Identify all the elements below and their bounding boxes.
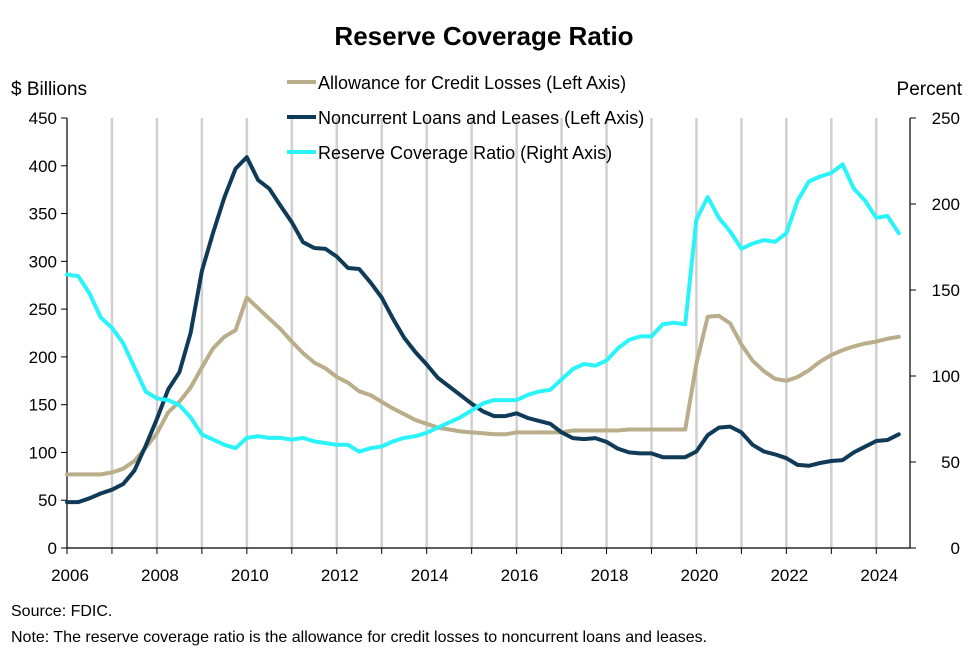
right-axis-label: Percent <box>897 79 963 100</box>
x-tick-label: 2010 <box>231 566 269 585</box>
right-tick-label: 200 <box>932 195 960 214</box>
left-tick-label: 350 <box>29 205 57 224</box>
legend-label-2: Noncurrent Loans and Leases (Left Axis) <box>318 108 644 128</box>
series-line-2 <box>65 155 901 505</box>
series-lines <box>65 155 901 505</box>
left-tick-label: 200 <box>29 348 57 367</box>
x-tick-label: 2008 <box>141 566 179 585</box>
right-tick-label: 250 <box>932 109 960 128</box>
left-tick-label: 300 <box>29 252 57 271</box>
series-line-1 <box>65 295 901 477</box>
x-tick-label: 2012 <box>321 566 359 585</box>
x-tick-label: 2006 <box>51 566 89 585</box>
chart-title: Reserve Coverage Ratio <box>334 21 633 51</box>
series-line-3 <box>65 162 901 454</box>
left-tick-label: 450 <box>29 109 57 128</box>
left-tick-label: 0 <box>48 539 57 558</box>
legend: Allowance for Credit Losses (Left Axis) N… <box>287 73 644 163</box>
legend-label-3: Reserve Coverage Ratio (Right Axis) <box>318 143 612 163</box>
left-tick-label: 250 <box>29 300 57 319</box>
legend-label-1: Allowance for Credit Losses (Left Axis) <box>318 73 626 93</box>
explanatory-note: Note: The reserve coverage ratio is the … <box>11 629 708 646</box>
right-tick-label: 0 <box>951 539 960 558</box>
right-tick-label: 150 <box>932 281 960 300</box>
source-note: Source: FDIC. <box>11 603 113 620</box>
x-tick-label: 2016 <box>501 566 539 585</box>
x-tick-label: 2022 <box>770 566 808 585</box>
right-tick-label: 100 <box>932 367 960 386</box>
x-tick-label: 2014 <box>411 566 449 585</box>
left-tick-label: 400 <box>29 157 57 176</box>
axes: 0 50 100 150 200 250 300 350 400 450 0 50 100 150 200 2… <box>29 109 960 585</box>
left-tick-label: 50 <box>38 491 57 510</box>
left-tick-label: 100 <box>29 443 57 462</box>
left-tick-label: 150 <box>29 396 57 415</box>
x-tick-label: 2020 <box>681 566 719 585</box>
right-tick-label: 50 <box>941 453 960 472</box>
x-tick-label: 2024 <box>860 566 898 585</box>
x-tick-label: 2018 <box>591 566 629 585</box>
left-axis-label: $ Billions <box>11 79 87 100</box>
gridlines <box>110 118 878 548</box>
